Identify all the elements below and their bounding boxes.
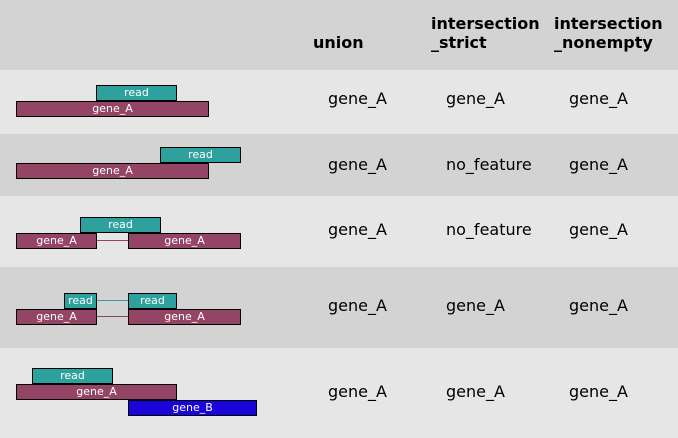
- read-bar: read: [32, 368, 113, 384]
- table-row: read gene_A gene_A gene_A gene_A: [0, 70, 678, 134]
- gene-intron-line: [97, 240, 128, 241]
- strict-result: gene_A: [446, 89, 505, 108]
- read-right-segment-bar: read: [128, 293, 177, 309]
- gene-a-right-exon-bar: gene_A: [128, 233, 241, 249]
- read-left-segment-bar: read: [64, 293, 97, 309]
- header-union: union: [313, 33, 364, 52]
- union-result: gene_A: [328, 89, 387, 108]
- table-row: read read gene_A gene_A gene_A gene_A ge…: [0, 267, 678, 348]
- gene-intron-line: [97, 316, 128, 317]
- gene-a-bar: gene_A: [16, 384, 177, 400]
- strict-result: gene_A: [446, 382, 505, 401]
- gene-a-left-exon-bar: gene_A: [16, 309, 97, 325]
- strict-result: no_feature: [446, 155, 532, 174]
- gene-a-right-exon-bar: gene_A: [128, 309, 241, 325]
- gene-a-bar: gene_A: [16, 163, 209, 179]
- read-bar: read: [160, 147, 241, 163]
- read-split-line: [97, 300, 128, 301]
- union-result: gene_A: [328, 382, 387, 401]
- read-bar: read: [80, 217, 161, 233]
- union-result: gene_A: [328, 155, 387, 174]
- strict-result: gene_A: [446, 296, 505, 315]
- gene-a-bar: gene_A: [16, 101, 209, 117]
- table-row: read gene_A gene_A no_feature gene_A: [0, 134, 678, 196]
- union-result: gene_A: [328, 296, 387, 315]
- header-intersection-strict: intersection _strict: [431, 14, 540, 52]
- nonempty-result: gene_A: [569, 155, 628, 174]
- nonempty-result: gene_A: [569, 220, 628, 239]
- header-intersection-nonempty: intersection _nonempty: [554, 14, 663, 52]
- union-result: gene_A: [328, 220, 387, 239]
- table-row: read gene_A gene_B gene_A gene_A gene_A: [0, 348, 678, 438]
- strict-result: no_feature: [446, 220, 532, 239]
- nonempty-result: gene_A: [569, 296, 628, 315]
- table-row: read gene_A gene_A gene_A no_feature gen…: [0, 196, 678, 267]
- gene-a-left-exon-bar: gene_A: [16, 233, 97, 249]
- gene-b-bar: gene_B: [128, 400, 257, 416]
- read-bar: read: [96, 85, 177, 101]
- nonempty-result: gene_A: [569, 382, 628, 401]
- nonempty-result: gene_A: [569, 89, 628, 108]
- table-header: union intersection _strict intersection …: [0, 0, 678, 70]
